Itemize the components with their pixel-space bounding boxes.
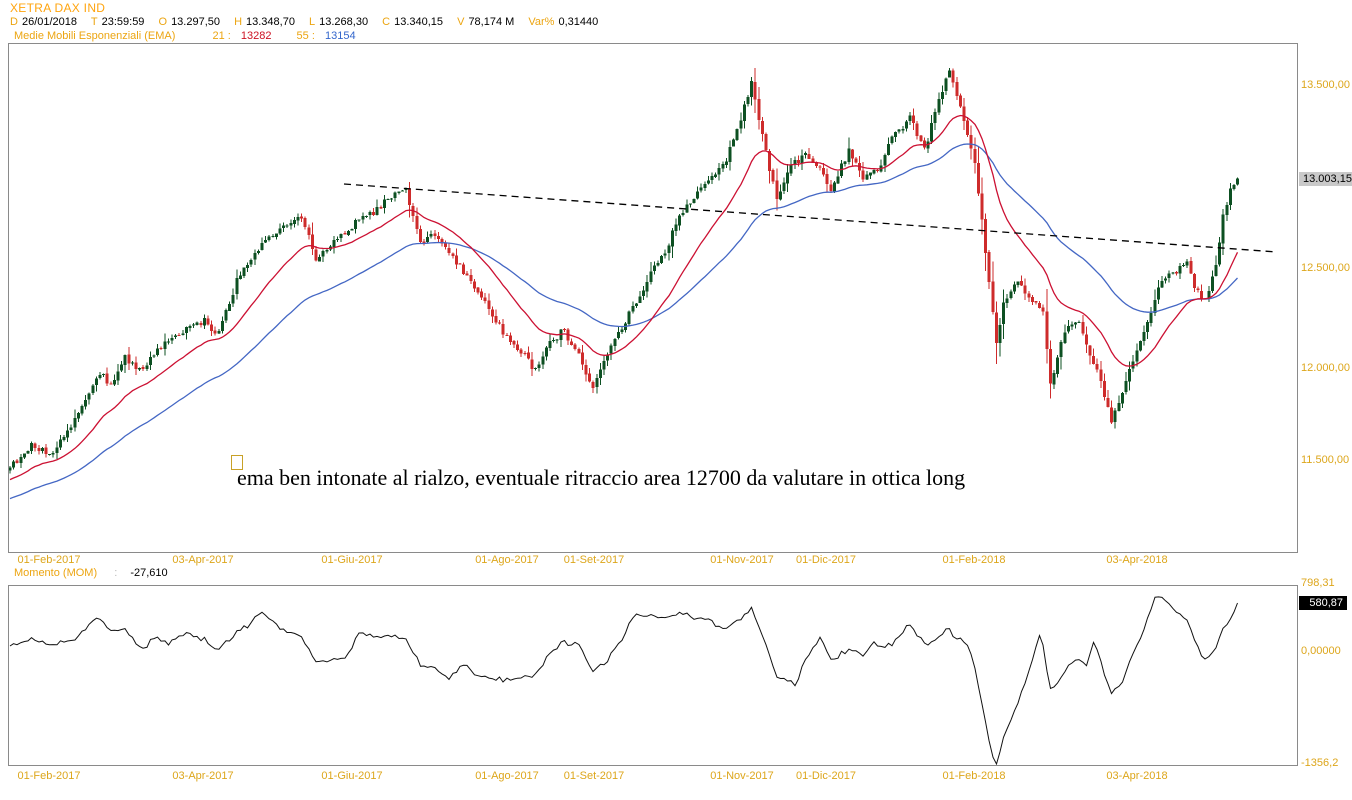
field-open: O 13.297,50 (158, 16, 221, 28)
x-axis-date-label: 01-Ago-2017 (475, 554, 539, 566)
x-axis-date-label: 01-Ago-2017 (475, 770, 539, 782)
field-low: L 13.268,30 (309, 16, 369, 28)
ema-legend-row: Medie Mobili Esponenziali (EMA) 21 : 132… (14, 30, 356, 42)
price-axis-label: 11.500,00 (1301, 454, 1350, 466)
x-axis-date-label: 01-Dic-2017 (796, 770, 856, 782)
candlestick-chart-canvas (9, 68, 1278, 500)
x-axis-date-label: 01-Set-2017 (563, 770, 625, 782)
x-axis-date-label: 01-Nov-2017 (710, 554, 774, 566)
x-axis-date-label: 01-Feb-2017 (17, 554, 81, 566)
last-price-marker: 13.003,15 (1299, 171, 1352, 186)
x-axis-date-label: 03-Apr-2018 (1106, 554, 1168, 566)
x-axis-date-label: 01-Nov-2017 (710, 770, 774, 782)
momentum-axis-label: 798,31 (1301, 577, 1335, 589)
momentum-axis-label: -1356,2 (1301, 757, 1339, 769)
x-axis-date-label: 01-Feb-2017 (17, 770, 81, 782)
field-time: T 23:59:59 (90, 16, 145, 28)
annotation-anchor-box[interactable] (231, 455, 243, 470)
momentum-separator: : (114, 567, 118, 579)
momentum-chart-canvas (9, 596, 1238, 765)
symbol-title: XETRA DAX IND (10, 1, 106, 15)
price-axis-label: 12.500,00 (1301, 262, 1350, 274)
x-axis-date-label: 01-Dic-2017 (796, 554, 856, 566)
x-axis-date-label: 03-Apr-2017 (172, 554, 234, 566)
momentum-last-value-marker: 580,87 (1299, 595, 1347, 610)
x-axis-date-label: 01-Giu-2017 (321, 770, 383, 782)
x-axis-date-label: 01-Feb-2018 (942, 554, 1006, 566)
x-axis-date-label: 01-Feb-2018 (942, 770, 1006, 782)
ema21-period-label: 21 : (212, 30, 231, 42)
momentum-indicator-panel[interactable] (8, 585, 1298, 766)
price-chart-panel[interactable] (8, 43, 1298, 553)
momentum-header-value: -27,610 (130, 567, 168, 579)
x-axis-date-label: 03-Apr-2018 (1106, 770, 1168, 782)
momentum-axis-label: 0,00000 (1301, 645, 1341, 657)
field-volume: V 78,174 M (457, 16, 515, 28)
field-high: H 13.348,70 (234, 16, 295, 28)
ema21-value: 13282 (240, 30, 272, 42)
ema-legend-title: Medie Mobili Esponenziali (EMA) (14, 30, 176, 42)
price-axis-label: 12.000,00 (1301, 362, 1350, 374)
price-axis-label: 13.500,00 (1301, 79, 1350, 91)
x-axis-date-label: 01-Giu-2017 (321, 554, 383, 566)
chart-annotation-text[interactable]: ema ben intonate al rialzo, eventuale ri… (237, 465, 966, 490)
x-axis-date-label: 03-Apr-2017 (172, 770, 234, 782)
field-var-pct: Var% 0,31440 (528, 16, 599, 28)
ema55-period-label: 55 : (296, 30, 315, 42)
ema55-value: 13154 (324, 30, 356, 42)
x-axis-date-label: 01-Set-2017 (563, 554, 625, 566)
momentum-indicator-title: Momento (MOM) (14, 567, 98, 579)
momentum-header-row: Momento (MOM) : -27,610 (14, 567, 168, 579)
field-date: D 26/01/2018 (10, 16, 78, 28)
field-close: C 13.340,15 (382, 16, 444, 28)
ohlc-header-row: D 26/01/2018 T 23:59:59 O 13.297,50 H 13.348… (10, 16, 609, 28)
